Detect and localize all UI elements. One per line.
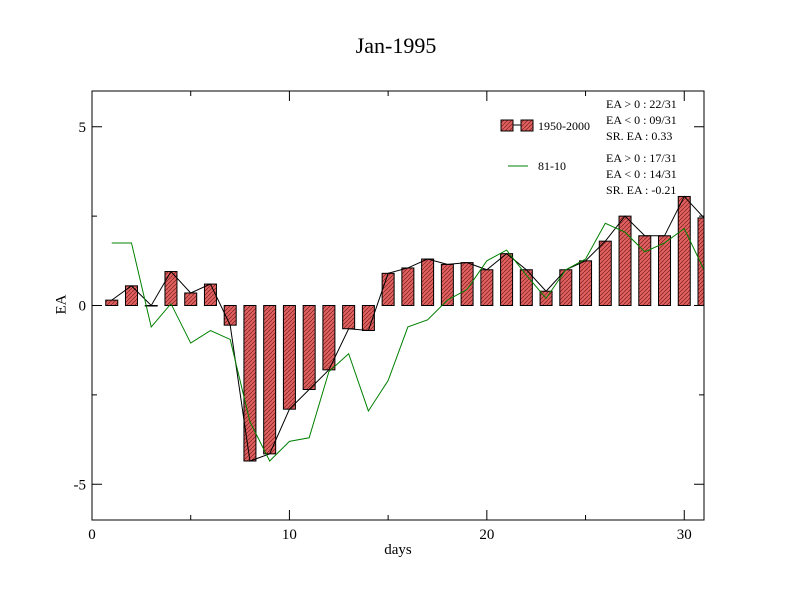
bar-day-13 <box>342 305 356 330</box>
stats-81-10-line: EA < 0 : 14/31 <box>606 167 677 181</box>
x-axis-label: days <box>384 542 412 558</box>
y-tick-label: 0 <box>79 299 87 315</box>
bar-day-20 <box>480 269 494 306</box>
bar-day-28 <box>638 235 652 307</box>
bar-day-30 <box>677 195 691 306</box>
lines-layer <box>111 195 704 462</box>
bar-day-16 <box>401 267 415 306</box>
y-tick-label: 5 <box>79 120 87 136</box>
x-tick-label: 30 <box>677 527 692 543</box>
legend: 1950-2000 81-10 EA > 0 : 22/31 EA < 0 : 09/… <box>500 97 677 197</box>
stats-1950-2000-line: EA < 0 : 09/31 <box>606 113 677 127</box>
bar-day-31 <box>697 217 704 307</box>
bar-day-26 <box>598 240 612 306</box>
x-tick-label: 20 <box>479 527 494 543</box>
legend-swatch-bar <box>500 119 514 132</box>
bar-day-25 <box>579 260 593 306</box>
series-81-10-line <box>111 222 704 462</box>
stats-1950-2000-line: EA > 0 : 22/31 <box>606 97 677 111</box>
axes-layer: 0 10 20 30 -5 0 5 <box>74 90 705 543</box>
y-axis-label: EA <box>53 294 70 315</box>
bar-day-9 <box>263 305 277 455</box>
bar-day-29 <box>658 235 672 307</box>
x-tick-label: 10 <box>282 527 297 543</box>
legend-label-81-10: 81-10 <box>538 159 566 173</box>
y-tick-label: -5 <box>74 477 87 493</box>
bar-day-15 <box>381 272 395 307</box>
bar-day-6 <box>203 283 217 306</box>
legend-label-1950-2000: 1950-2000 <box>538 119 590 133</box>
legend-swatch-bar <box>520 119 534 132</box>
bars-layer <box>105 195 704 462</box>
bar-day-10 <box>282 305 296 410</box>
bar-day-18 <box>440 263 454 307</box>
bar-day-5 <box>184 292 198 306</box>
series-1950-2000-line <box>111 195 704 462</box>
chart-title: Jan-1995 <box>355 33 437 58</box>
stats-81-10-line: EA > 0 : 17/31 <box>606 151 677 165</box>
stats-1950-2000-line: SR. EA : 0.33 <box>606 129 672 143</box>
stats-81-10-line: SR. EA : -0.21 <box>606 183 676 197</box>
bar-day-11 <box>302 305 316 391</box>
bar-day-8 <box>243 305 257 462</box>
bar-day-1 <box>105 299 119 307</box>
bar-day-21 <box>500 253 514 307</box>
bar-day-17 <box>421 258 435 306</box>
x-tick-label: 0 <box>88 527 96 543</box>
bar-day-27 <box>618 215 632 306</box>
